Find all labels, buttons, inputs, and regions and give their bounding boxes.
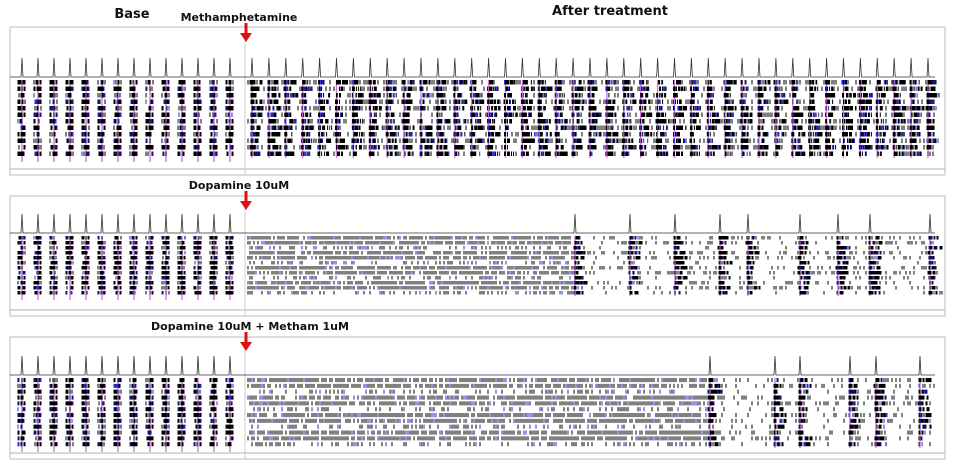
base-label: Base <box>114 7 149 22</box>
panel-frame <box>9 26 946 176</box>
panel-label: Dopamine 10uM + Metham 1uM <box>151 320 349 333</box>
arrow-head <box>240 201 252 210</box>
spike-raster <box>17 378 935 447</box>
arrow-head <box>240 33 252 42</box>
spike-raster <box>17 80 940 157</box>
after-treatment-label: After treatment <box>552 4 668 19</box>
population-trace <box>10 57 935 78</box>
spike-raster <box>17 236 943 295</box>
arrow-head <box>240 342 252 351</box>
panel-label: Dopamine 10uM <box>189 179 289 192</box>
spike-raster-highlight <box>17 378 931 447</box>
population-trace <box>10 355 935 376</box>
population-trace <box>10 213 935 234</box>
panel-frame <box>9 336 946 460</box>
panel-frame <box>9 195 946 317</box>
panel-label: Methamphetamine <box>181 11 298 24</box>
spike-raster-highlight <box>17 80 939 157</box>
spike-raster-highlight <box>17 236 938 295</box>
